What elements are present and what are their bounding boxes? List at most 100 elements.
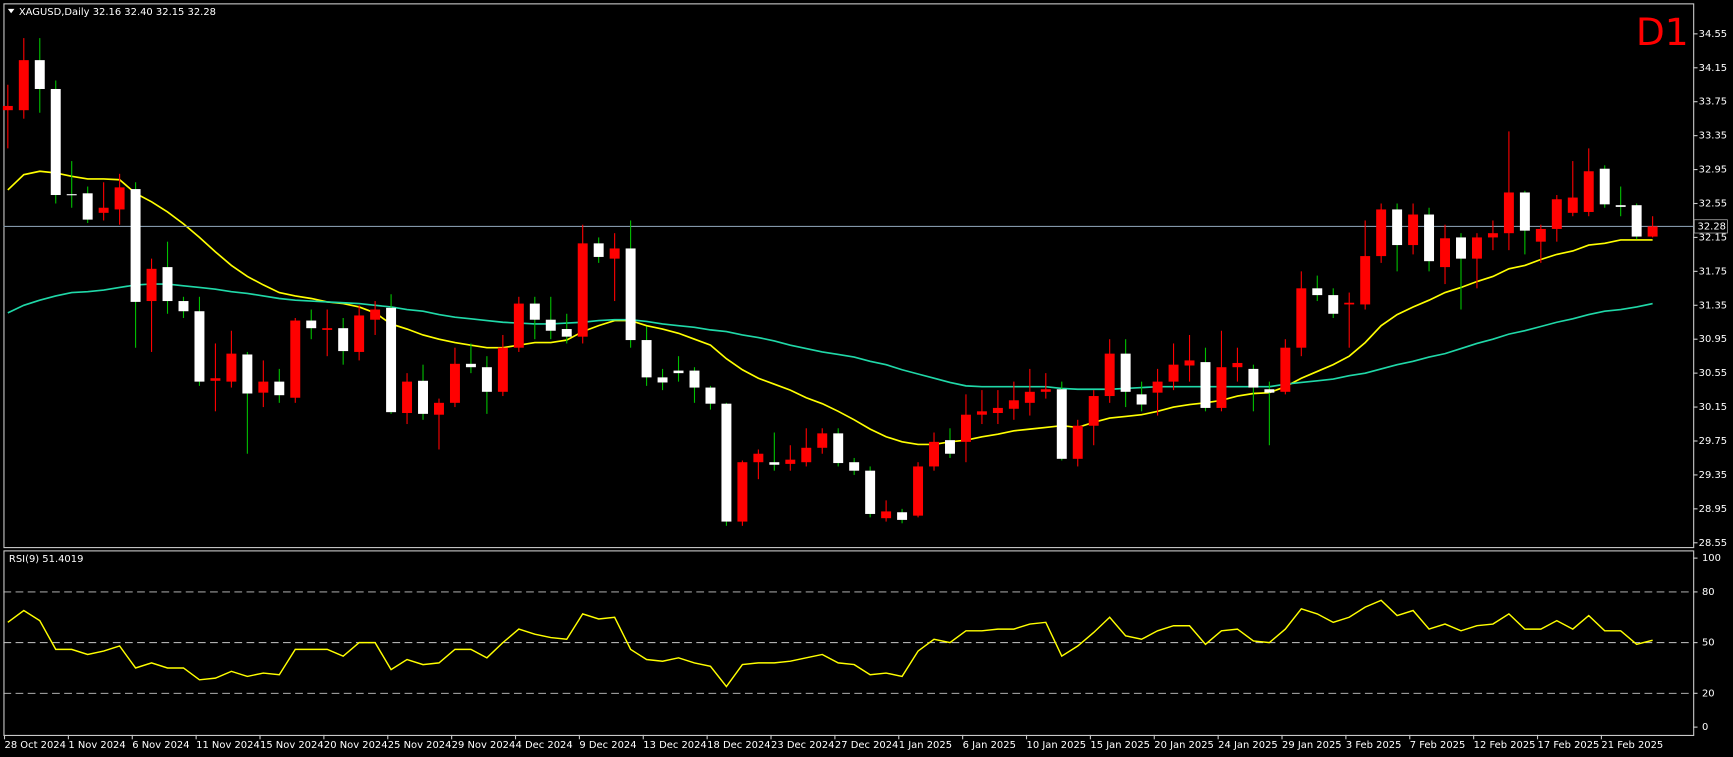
candle-body [290,320,301,398]
candle-body [561,329,572,337]
candle-body [258,381,269,393]
candle-body [354,315,365,352]
x-tick-label: 17 Feb 2025 [1538,740,1600,751]
x-tick-label: 21 Feb 2025 [1601,740,1663,751]
candle-body [449,363,460,403]
x-tick-label: 23 Dec 2024 [771,740,834,751]
y-tick-label: 34.15 [1699,63,1727,74]
candle-body [721,403,732,522]
last-price-label: 32.28 [1698,221,1726,232]
candle-body [1519,192,1530,231]
candle-body [801,447,812,463]
candle-body [1136,394,1147,405]
candle-body [913,466,924,516]
candle-body [1360,256,1371,305]
candle-body [1264,389,1275,393]
y-tick-label: 29.75 [1699,436,1727,447]
candle-body [1535,228,1546,242]
candle-body [1471,237,1482,259]
candle-body [1456,237,1466,259]
x-tick-label: 11 Nov 2024 [196,740,260,751]
y-tick-label: 28.95 [1699,504,1727,515]
candle-body [1008,400,1019,409]
candle-body [114,187,125,210]
x-tick-label: 6 Jan 2025 [963,740,1016,751]
candle-body [1344,302,1355,305]
x-tick-label: 13 Dec 2024 [643,740,706,751]
candle-body [513,303,524,348]
x-tick-label: 3 Feb 2025 [1346,740,1402,751]
x-tick-label: 9 Dec 2024 [579,740,636,751]
candle-body [593,243,604,257]
candle-body [386,307,397,413]
x-tick-label: 1 Nov 2024 [68,740,125,751]
candle-body [1232,362,1243,368]
y-tick-label: 30.15 [1699,402,1727,413]
rsi-title: RSI(9) 51.4019 [9,554,83,565]
candle-body [402,381,413,414]
candle-body [929,441,939,467]
candle-body [162,267,173,302]
y-tick-label: 30.55 [1699,368,1727,379]
x-tick-label: 10 Jan 2025 [1027,740,1087,751]
x-tick-label: 25 Nov 2024 [388,740,452,751]
candle-body [178,301,189,312]
candle-body [1408,214,1419,246]
candle-body [1040,389,1051,392]
chart-title: XAGUSD,Daily 32.16 32.40 32.15 32.28 [19,7,216,18]
candle-body [1631,205,1642,237]
candle-body [1072,425,1083,459]
candle-body [641,340,652,378]
candle-body [1296,288,1307,348]
rsi-line [7,599,1653,688]
y-tick-label: 31.35 [1699,300,1727,311]
candle-body [66,194,77,196]
candle-body [609,248,620,259]
candle-body [1184,360,1195,366]
candle-body [689,370,700,388]
candle-body [1088,396,1099,426]
candle-body [705,387,716,404]
x-tick-label: 1 Jan 2025 [899,740,952,751]
y-tick-label: 32.15 [1699,232,1727,243]
y-tick-label: 33.75 [1699,97,1727,108]
x-tick-label: 29 Nov 2024 [452,740,516,751]
moving-average [7,283,1653,391]
y-tick-label: 31.75 [1699,266,1727,277]
candle-body [82,193,93,220]
candle-body [1152,381,1163,393]
candle-body [881,511,892,519]
x-tick-label: 12 Feb 2025 [1474,740,1536,751]
x-tick-label: 15 Jan 2025 [1090,740,1150,751]
x-tick-label: 24 Jan 2025 [1218,740,1278,751]
y-tick-label: 34.55 [1699,29,1727,40]
y-tick-label: 33.35 [1699,131,1727,142]
candle-body [1424,214,1435,262]
candle-body [1312,288,1323,296]
x-tick-label: 4 Dec 2024 [516,740,573,751]
candle-body [1487,233,1498,238]
candle-body [769,462,780,465]
candle-body [657,377,668,383]
candle-body [2,105,13,111]
candle-body [1120,353,1131,392]
candle-body [1567,197,1578,213]
candle-body [1024,391,1035,403]
last-price-box [1693,219,1728,234]
candle-body [34,60,45,89]
moving-average [7,170,1653,446]
candle-body [1503,192,1514,234]
candle-body [1551,199,1562,229]
x-tick-label: 7 Feb 2025 [1410,740,1466,751]
candle-body [194,311,205,382]
candle-body [497,347,508,392]
menu-arrow[interactable] [7,8,15,14]
candle-body [338,328,349,352]
candle-body [833,433,844,464]
candle-body [817,433,828,448]
candle-body [465,363,476,368]
y-tick-label: 80 [1702,587,1715,598]
candle-body [673,370,684,374]
